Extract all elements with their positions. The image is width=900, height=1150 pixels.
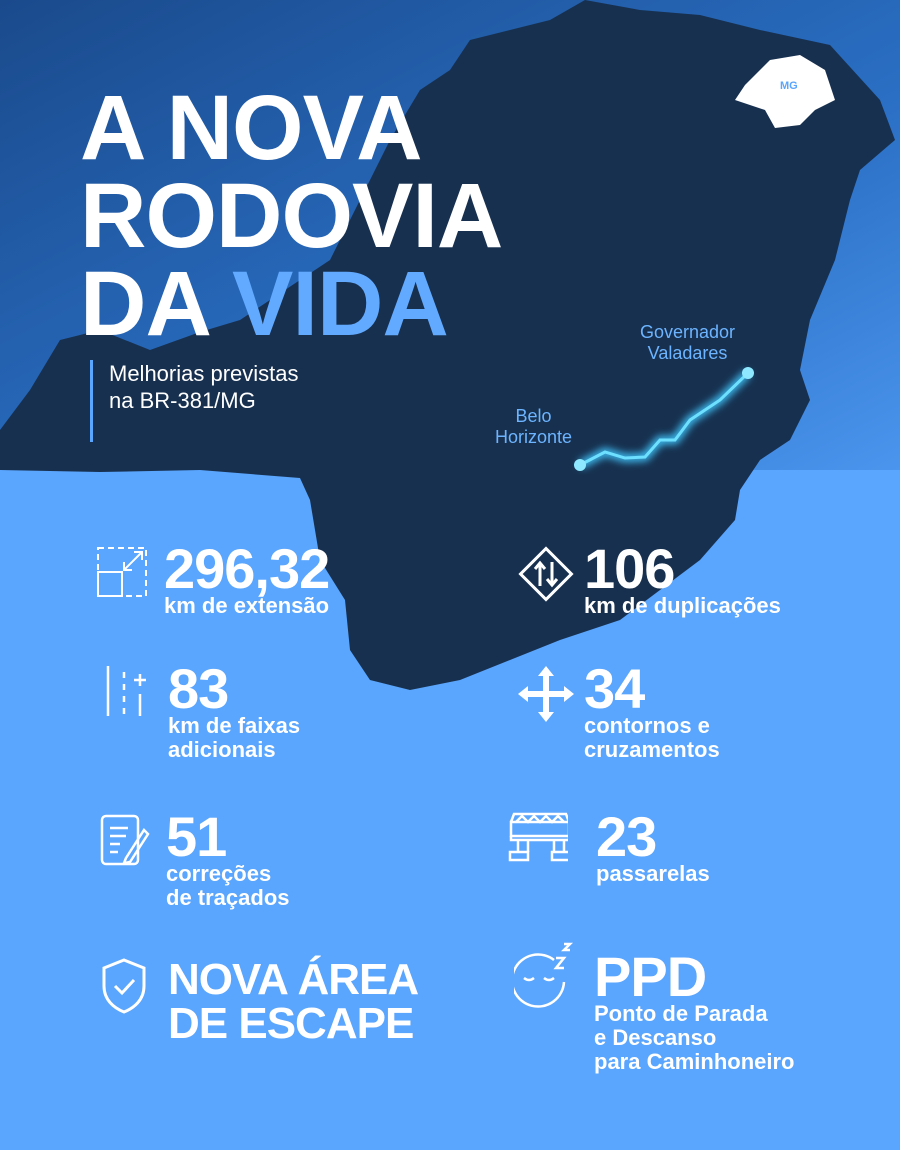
footbridge-icon [508, 812, 568, 862]
subtitle-line: na BR-381/MG [109, 388, 256, 413]
stat-duplicacoes: 106 km de duplicações [516, 541, 781, 618]
city-label-governador-valadares: Governador Valadares [640, 322, 736, 363]
subtitle: Melhorias previstas na BR-381/MG [90, 360, 299, 442]
stat-ppd: PPD Ponto de Parada e Descanso para Caminho… [514, 940, 794, 1074]
mg-state-icon [735, 55, 835, 128]
page-title: A NOVA RODOVIA DA VIDA [80, 77, 503, 350]
stat-faixas: 83 km de faixas adicionais [100, 661, 300, 762]
stat-area-escape: NOVA ÁREA DE ESCAPE [100, 958, 419, 1046]
extra-lane-icon [106, 666, 146, 716]
shield-check-icon [102, 958, 146, 1014]
road-sign-two-way-icon [518, 546, 574, 602]
stat-correcoes: 51 correções de traçados [98, 809, 290, 910]
br-381-route [574, 367, 754, 471]
title-word: DA [80, 253, 208, 355]
title-accent-word: VIDA [232, 253, 449, 355]
title-line: DA VIDA [80, 258, 502, 350]
four-arrows-icon [518, 666, 574, 722]
subtitle-line: Melhorias previstas [109, 361, 299, 386]
document-edit-icon [100, 814, 150, 866]
city-label-belo-horizonte: Belo Horizonte [495, 406, 573, 447]
stat-contornos: 34 contornos e cruzamentos [516, 661, 720, 762]
title-line: RODOVIA [80, 165, 503, 267]
minas-gerais-map [0, 0, 895, 690]
stat-passarelas: 23 passarelas [508, 809, 710, 886]
state-label: MG [780, 80, 798, 92]
stat-extensao: 296,32 km de extensão [96, 541, 330, 618]
sleeping-face-icon [514, 942, 574, 1008]
area-expand-icon [97, 547, 147, 597]
title-line: A NOVA [80, 77, 423, 179]
